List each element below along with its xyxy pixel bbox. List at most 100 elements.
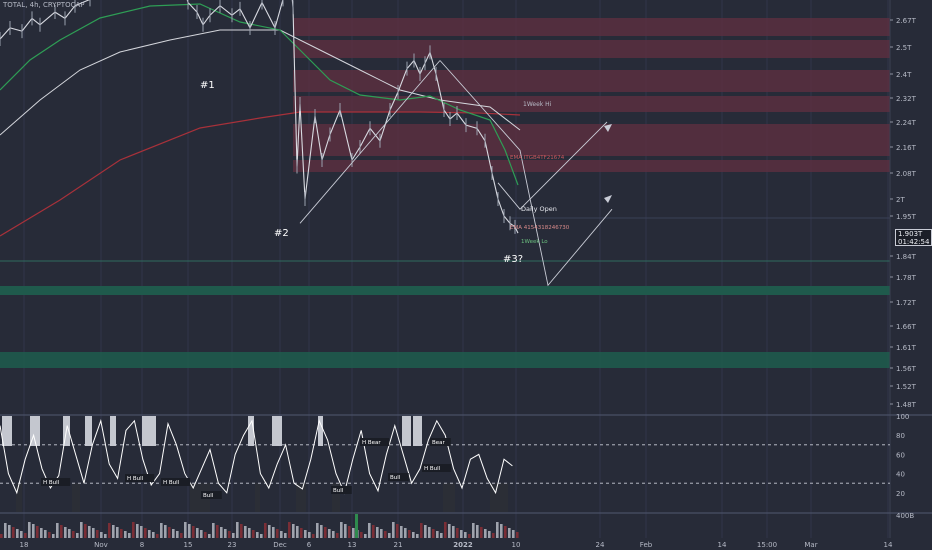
x-tick-label-6: 6 [307,541,312,549]
resistance-zone-0 [293,18,890,36]
volume-bar-7 [28,522,31,538]
osc-bear-bar-4 [110,416,116,446]
annotation-5: EMA 4154318246730 [510,225,570,231]
volume-bar-110 [440,533,443,538]
x-tick-label-0: 18 [20,541,29,549]
y-tick-label-4: 2.24T [896,119,917,127]
osc-bear-bar-10 [413,416,422,446]
resistance-zone-5 [293,160,890,172]
volume-bar-9 [36,526,39,538]
volume-bar-104 [416,534,419,538]
x-tick-label-2: 8 [140,541,144,549]
volume-bar-21 [84,524,87,538]
volume-bar-43 [172,529,175,538]
volume-bar-0 [0,534,3,538]
ema-level-label: EMA ITGB4TF21674 [510,155,565,161]
annotation-2: #3? [503,254,523,265]
volume-bar-117 [468,534,471,538]
x-tick-label-7: 13 [348,541,357,549]
volume-bar-102 [408,530,411,538]
x-tick-label-1: Nov [94,541,108,549]
volume-bar-8 [32,524,35,538]
y-tick-label-15: 1.52T [896,383,917,391]
osc-label-bg-1 [125,474,155,482]
volume-bar-93 [372,525,375,538]
volume-bar-118 [472,523,475,538]
volume-bar-40 [160,523,163,538]
y-tick-label-3: 2.32T [896,95,917,103]
volume-bar-109 [436,531,439,538]
volume-bar-91 [364,534,367,538]
volume-bar-42 [168,527,171,538]
volume-bar-13 [52,534,55,538]
volume-bar-112 [448,524,451,538]
volume-bar-11 [44,530,47,538]
osc-bear-bar-0 [2,416,12,446]
projection-path-1 [497,121,608,210]
volume-bar-121 [484,529,487,538]
osc-label-3: Bull [203,493,214,499]
x-tick-label-9: 2022 [453,541,473,549]
y-tick-label-9: 1.84T [896,253,917,261]
y-tick-label-13: 1.61T [896,344,917,352]
volume-bar-74 [296,526,299,538]
volume-bar-31 [124,531,127,538]
osc-label-bg-5 [360,438,390,446]
osc-bear-bar-1 [30,416,40,446]
volume-bar-87 [348,526,351,538]
volume-bar-70 [280,531,283,538]
y-tick-label-2: 2.4T [896,71,912,79]
volume-bar-58 [232,533,235,538]
osc-label-7: H Bull [424,466,441,472]
volume-bar-56 [224,529,227,538]
volume-bar-51 [204,532,207,538]
volume-bar-6 [24,533,27,538]
osc-label-1: H Bull [127,476,144,482]
x-tick-label-16: 14 [884,541,893,549]
volume-bar-90 [360,532,363,538]
volume-bar-88 [352,528,355,538]
osc-label-6: Bull [390,475,401,481]
volume-bar-54 [216,525,219,538]
volume-bar-69 [276,529,279,538]
volume-bar-71 [284,533,287,538]
volume-bar-108 [432,529,435,538]
volume-bar-62 [248,528,251,538]
volume-bar-57 [228,531,231,538]
volume-bar-101 [404,528,407,538]
volume-bar-2 [8,525,11,538]
volume-bar-41 [164,525,167,538]
volume-bar-24 [96,530,99,538]
volume-bar-76 [304,530,307,538]
volume-bar-55 [220,527,223,538]
osc-bear-bar-3 [85,416,92,446]
volume-bar-15 [60,525,63,538]
volume-spike-bar [355,514,358,538]
osc-label-0: H Bull [43,480,60,486]
volume-bar-61 [244,526,247,538]
osc-bull-bar-0 [16,483,22,512]
volume-bar-98 [392,522,395,538]
volume-bar-96 [384,531,387,538]
volume-bar-1 [4,523,7,538]
osc-y-tick-2: 60 [896,451,905,459]
volume-bar-52 [208,534,211,538]
volume-bar-65 [260,534,263,538]
volume-bar-10 [40,528,43,538]
x-tick-label-12: Feb [640,541,653,549]
volume-bar-99 [396,524,399,538]
volume-bar-48 [192,526,195,538]
volume-bar-63 [252,530,255,538]
volume-bar-49 [196,528,199,538]
volume-bar-5 [20,531,23,538]
volume-bar-122 [488,531,491,538]
x-tick-label-5: Dec [273,541,287,549]
annotation-3: Daily Open [521,205,557,213]
volume-bar-95 [380,529,383,538]
osc-y-tick-3: 40 [896,471,905,479]
volume-bar-30 [120,529,123,538]
osc-bull-bar-4 [296,483,306,512]
volume-bar-64 [256,532,259,538]
